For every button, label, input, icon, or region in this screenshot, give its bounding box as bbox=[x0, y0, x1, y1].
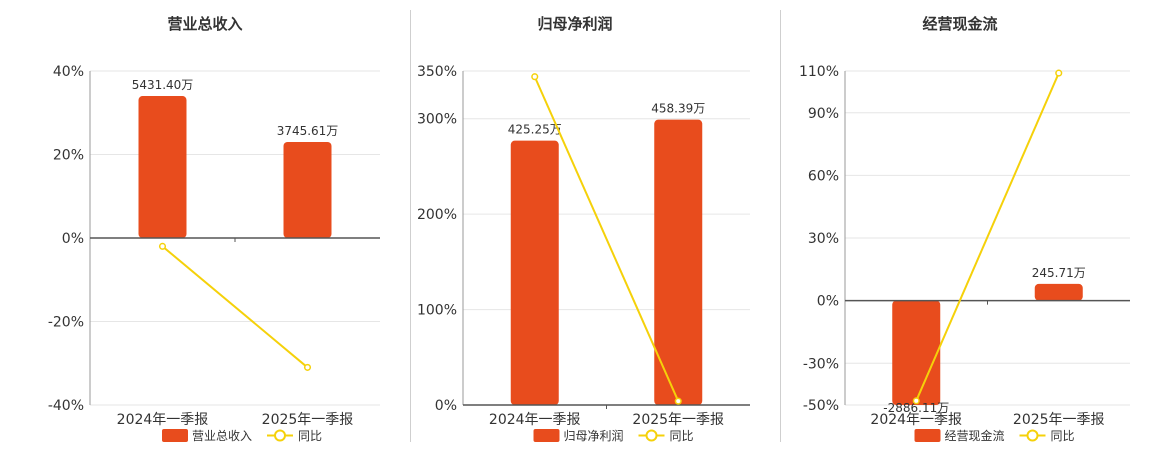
bar-value-label: 245.71万 bbox=[1032, 266, 1086, 280]
legend-bar-label: 经营现金流 bbox=[945, 428, 1005, 443]
panel-divider bbox=[780, 10, 781, 442]
legend-bar-swatch bbox=[533, 429, 560, 442]
y-tick-label: 100% bbox=[417, 303, 457, 319]
y-tick-label: 0% bbox=[435, 398, 457, 414]
yoy-point bbox=[158, 242, 167, 250]
bar bbox=[510, 140, 559, 406]
bar bbox=[892, 300, 941, 405]
yoy-line bbox=[533, 76, 680, 402]
bar bbox=[1034, 283, 1083, 301]
legend-line-marker bbox=[1026, 429, 1039, 442]
y-tick-label: 300% bbox=[417, 112, 457, 128]
bar-value-label: 425.25万 bbox=[508, 123, 562, 137]
y-tick-label: 30% bbox=[808, 231, 839, 247]
panel-divider bbox=[410, 10, 411, 442]
yoy-point bbox=[303, 363, 312, 371]
y-tick-label: 60% bbox=[808, 168, 839, 184]
x-category-label: 2025年一季报 bbox=[1013, 412, 1105, 428]
y-tick-label: -40% bbox=[48, 398, 84, 414]
x-category-label: 2024年一季报 bbox=[489, 412, 581, 428]
yoy-line bbox=[161, 245, 309, 369]
y-tick-label: 350% bbox=[417, 64, 457, 80]
legend-bar-label: 归母净利润 bbox=[564, 429, 624, 443]
x-category-label: 2024年一季报 bbox=[870, 412, 962, 428]
y-tick-label: -50% bbox=[803, 398, 839, 414]
bar-value-label: 3745.61万 bbox=[277, 124, 339, 138]
y-tick-label: -30% bbox=[803, 356, 839, 372]
x-category-label: 2024年一季报 bbox=[117, 412, 209, 428]
yoy-line bbox=[915, 72, 1060, 402]
legend-line-label: 同比 bbox=[298, 429, 322, 443]
y-tick-label: 0% bbox=[817, 294, 839, 310]
yoy-point bbox=[912, 397, 920, 405]
y-tick-label: 40% bbox=[53, 64, 84, 80]
bar-value-label: 458.39万 bbox=[651, 102, 705, 116]
legend-bar-swatch bbox=[162, 429, 188, 442]
chart-title: 营业总收入 bbox=[167, 15, 242, 33]
y-tick-label: 110% bbox=[799, 64, 839, 80]
x-category-label: 2025年一季报 bbox=[262, 412, 354, 428]
bar bbox=[138, 96, 187, 238]
bar bbox=[654, 119, 703, 405]
legend-line-marker bbox=[645, 429, 658, 442]
y-tick-label: -20% bbox=[48, 315, 84, 331]
y-tick-label: 20% bbox=[53, 148, 84, 164]
legend-line-label: 同比 bbox=[1051, 429, 1075, 443]
y-tick-label: 200% bbox=[417, 207, 457, 223]
chart-title: 归母净利润 bbox=[537, 15, 612, 33]
legend-bar-swatch bbox=[914, 429, 941, 442]
yoy-point bbox=[531, 73, 539, 81]
bar-value-label: -2886.11万 bbox=[883, 401, 949, 415]
yoy-point bbox=[674, 397, 682, 405]
yoy-point bbox=[1055, 69, 1063, 77]
bar-value-label: 5431.40万 bbox=[132, 78, 194, 92]
y-tick-label: 0% bbox=[62, 231, 84, 247]
x-category-label: 2025年一季报 bbox=[632, 412, 724, 428]
y-tick-label: 90% bbox=[808, 106, 839, 122]
legend-line-marker bbox=[274, 429, 286, 442]
chart-title: 经营现金流 bbox=[922, 15, 997, 33]
legend-line-label: 同比 bbox=[670, 429, 694, 443]
legend-bar-label: 营业总收入 bbox=[192, 429, 252, 443]
bar bbox=[283, 141, 332, 238]
